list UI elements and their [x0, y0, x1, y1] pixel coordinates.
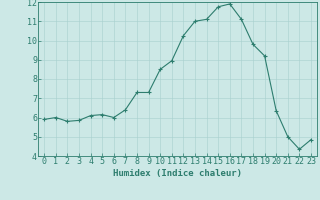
X-axis label: Humidex (Indice chaleur): Humidex (Indice chaleur): [113, 169, 242, 178]
